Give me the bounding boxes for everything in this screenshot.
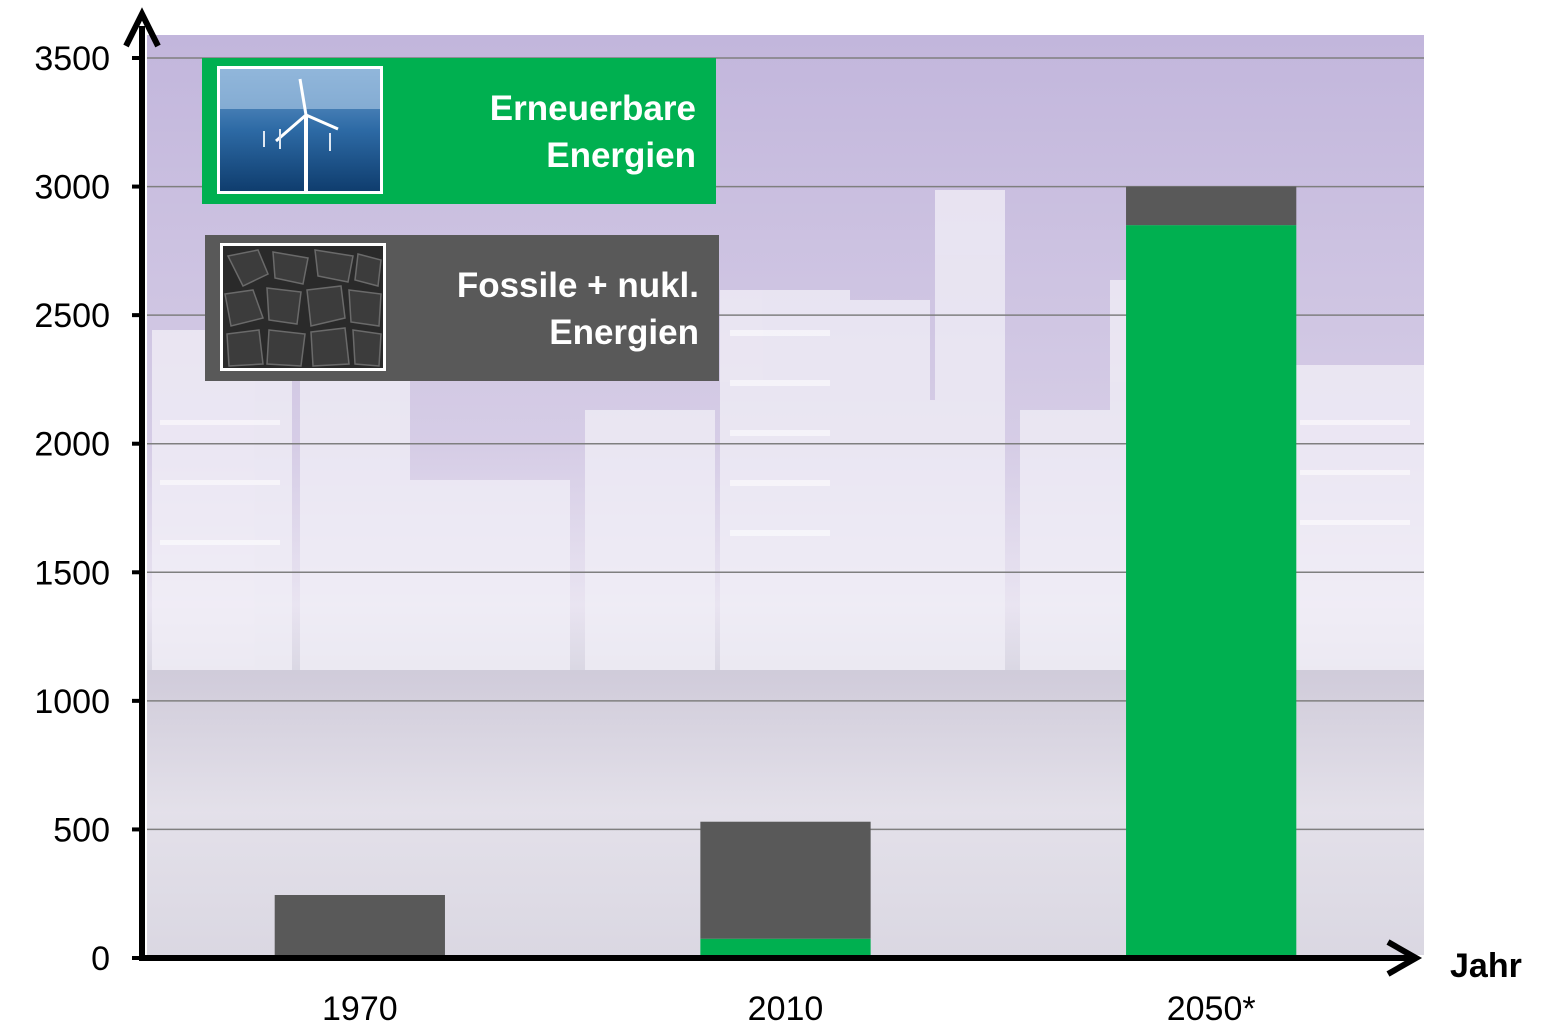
bar-segment [1126,225,1297,959]
bar-segment [700,821,871,939]
legend-item-renewable: Erneuerbare Energien [202,58,716,204]
x-tick-labels: 1970 2010 2050* [322,990,1256,1026]
legend-label-renewable-line1: Erneuerbare [489,89,696,128]
x-tick-label: 1970 [322,990,398,1026]
y-tick-label: 500 [53,811,110,849]
bars [274,186,1297,959]
y-tick-labels: 0 500 1000 1500 2000 2500 3000 3500 [34,40,142,978]
y-tick-label: 0 [91,940,110,978]
y-tick-label: 2000 [34,426,110,464]
bar-segment [700,938,871,958]
x-axis-label: Jahr [1450,947,1522,985]
y-axis-arrow-icon [123,7,161,48]
legend-label-fossil-line2: Energien [549,313,699,352]
y-tick-label: 1000 [34,683,110,721]
x-tick-label: 2050* [1167,990,1256,1026]
axes [123,7,1423,977]
coal-photo-icon [220,243,386,371]
bar-segment [1126,186,1297,226]
legend-label-fossil-line1: Fossile + nukl. [456,266,699,305]
legend-label-renewable-line2: Energien [546,136,696,175]
y-tick-label: 2500 [34,297,110,335]
y-tick-label: 3000 [34,169,110,207]
wind-turbine-photo-icon [217,66,383,194]
bar-segment [274,895,445,958]
x-axis-arrow-icon [1386,939,1423,977]
y-tick-label: 1500 [34,554,110,592]
x-tick-label: 2010 [748,990,824,1026]
legend-item-fossil: Fossile + nukl. Energien [205,235,719,381]
y-tick-label: 3500 [34,40,110,78]
